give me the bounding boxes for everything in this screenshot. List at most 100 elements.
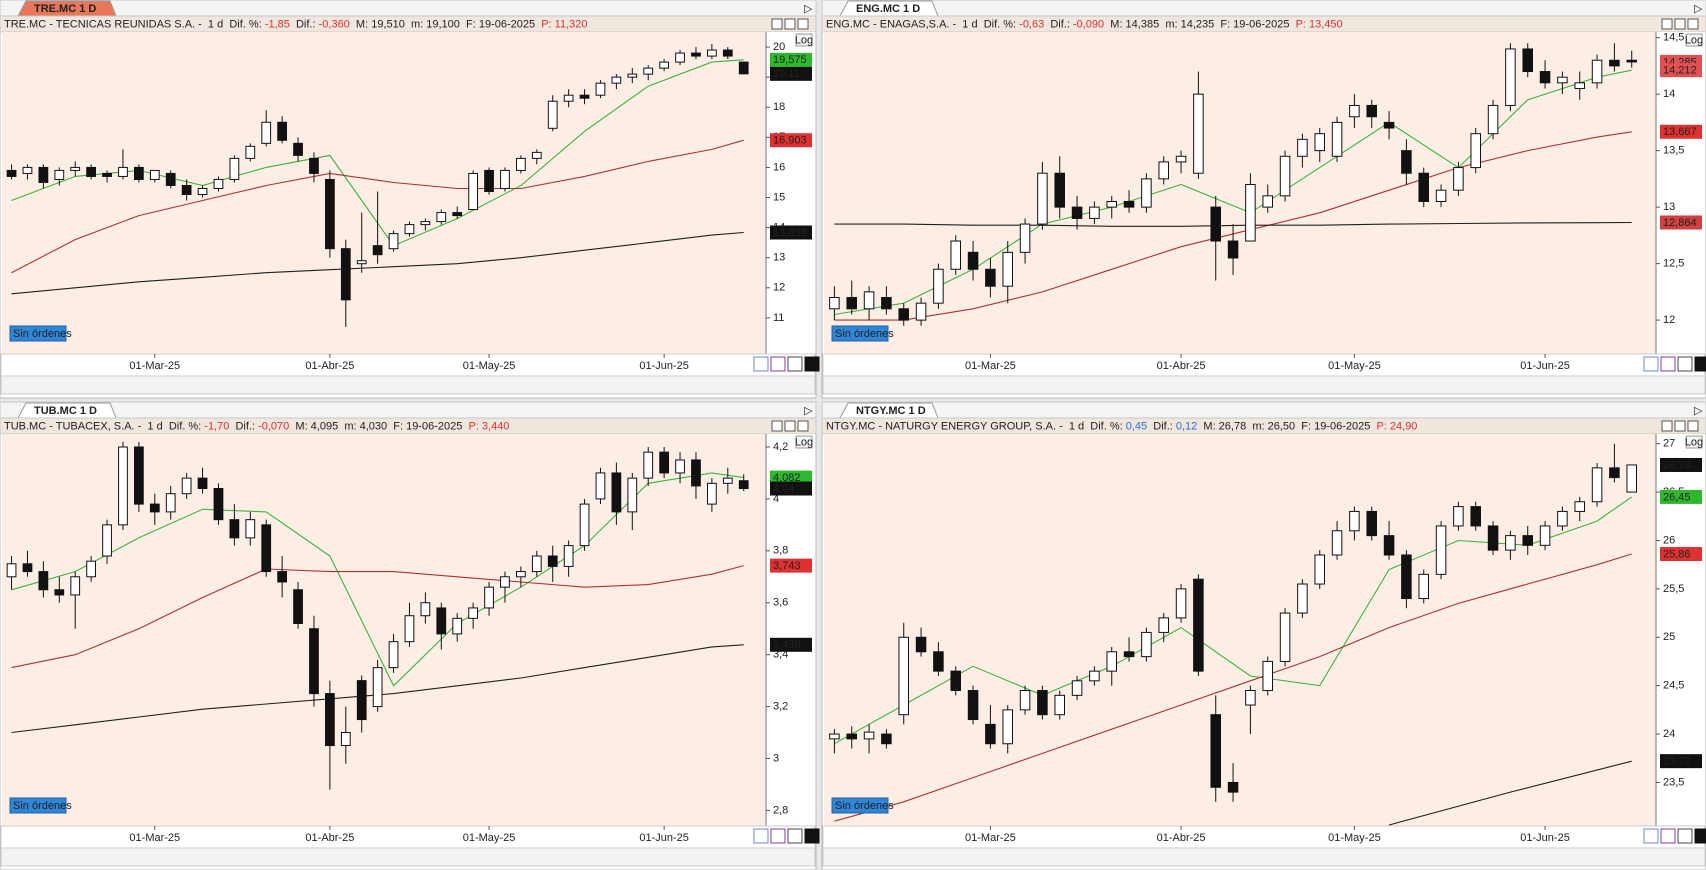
window-button[interactable] <box>784 18 796 30</box>
header-part: TRE.MC - TECNICAS REUNIDAS S.A. - 1 d Di… <box>4 18 265 30</box>
window-button[interactable] <box>1674 420 1686 432</box>
candle-body <box>70 166 81 171</box>
candle-body <box>1089 206 1100 219</box>
header: ENG.MC - ENAGAS,S.A. - 1 d Dif. %: -0,63… <box>826 18 1343 30</box>
candle-body <box>563 545 574 567</box>
candle-body <box>1487 525 1499 551</box>
candle-body <box>245 519 256 539</box>
log-button[interactable] <box>1685 435 1703 449</box>
plot-area <box>824 434 1656 826</box>
candle-body <box>1557 76 1568 84</box>
tab-bar <box>0 0 817 17</box>
orders-label: Sin órdenes <box>13 800 72 812</box>
price-tag <box>770 481 812 496</box>
candle-body <box>1591 467 1603 503</box>
candle-body <box>846 733 858 740</box>
tool-button[interactable] <box>1643 356 1659 372</box>
tool-button[interactable] <box>804 828 820 844</box>
candle-body <box>1366 104 1378 118</box>
candle-body <box>675 52 685 63</box>
candle-body <box>1054 694 1066 716</box>
header-part: Dif.: <box>229 420 258 432</box>
tool-button[interactable] <box>1660 356 1676 372</box>
candle-body <box>881 733 892 745</box>
tool-button[interactable] <box>1694 828 1706 844</box>
tool-button[interactable] <box>1660 828 1676 844</box>
candle-body <box>388 641 399 669</box>
orders-badge[interactable] <box>9 325 67 342</box>
tool-button[interactable] <box>770 356 786 372</box>
candle-body <box>102 524 112 557</box>
candle-body <box>1141 631 1152 658</box>
orders-badge[interactable] <box>831 325 889 342</box>
candle-body <box>863 291 875 310</box>
header-part: P: 24,90 <box>1376 420 1417 432</box>
candle-body <box>1297 138 1308 157</box>
log-button[interactable] <box>1685 33 1703 47</box>
candle-body <box>134 446 144 505</box>
candle-body <box>846 297 858 310</box>
window-button[interactable] <box>1661 18 1673 30</box>
candle-body <box>707 49 717 57</box>
tool-button[interactable] <box>1643 828 1659 844</box>
y-tick-label: 16 <box>773 161 785 173</box>
candle-body <box>197 187 208 196</box>
log-label: Log <box>795 34 813 46</box>
x-tick-label: 01-May-25 <box>1328 360 1381 372</box>
log-button[interactable] <box>795 435 813 449</box>
candle-body <box>436 212 447 223</box>
y-tick-label: 3 <box>773 752 779 764</box>
orders-badge[interactable] <box>9 797 67 814</box>
candle-body <box>1435 525 1447 575</box>
window-button[interactable] <box>1674 18 1686 30</box>
window-button[interactable] <box>1687 420 1699 432</box>
x-axis-strip <box>822 353 1706 377</box>
window-button[interactable] <box>1661 420 1673 432</box>
tool-button[interactable] <box>770 828 786 844</box>
y-tick-label: 14,5 <box>1663 32 1684 44</box>
candle-body <box>1453 167 1464 191</box>
candle-body <box>1470 506 1482 527</box>
candle-body <box>643 67 654 75</box>
tool-button[interactable] <box>804 356 820 372</box>
header-part: TUB.MC - TUBACEX, S.A. - 1 d Dif. %: <box>4 420 204 432</box>
candle-body <box>118 446 128 526</box>
candle-body <box>1210 714 1222 788</box>
window-button[interactable] <box>771 420 783 432</box>
log-button[interactable] <box>795 33 813 47</box>
price-tag-label: 19,11 <box>773 68 800 80</box>
candle-body <box>1609 59 1620 67</box>
tool-button[interactable] <box>1694 356 1706 372</box>
candle-body <box>531 555 542 573</box>
candle-body <box>1626 464 1638 493</box>
tool-button[interactable] <box>1677 356 1693 372</box>
tab-nav: ▷ <box>1694 405 1703 417</box>
tool-button[interactable] <box>1677 828 1693 844</box>
window-button[interactable] <box>771 18 783 30</box>
candle-body <box>1089 670 1100 682</box>
window-button[interactable] <box>797 18 809 30</box>
y-tick-label: 27 <box>1663 438 1675 450</box>
orders-badge[interactable] <box>831 797 889 814</box>
header-part: P: 13,450 <box>1296 18 1343 30</box>
moving-average <box>1388 760 1632 826</box>
candle-body <box>1262 660 1274 691</box>
tool-button[interactable] <box>787 356 803 372</box>
tool-button[interactable] <box>753 828 769 844</box>
candle-body <box>1366 510 1378 537</box>
candle-body <box>1314 554 1326 585</box>
tab-label: NTGY.MC 1 D <box>856 405 926 417</box>
moving-average <box>11 231 744 295</box>
window-button[interactable] <box>797 420 809 432</box>
candle-body <box>277 121 288 141</box>
tool-button[interactable] <box>787 828 803 844</box>
candle-body <box>1037 689 1048 716</box>
tool-button[interactable] <box>753 356 769 372</box>
candle-body <box>213 178 224 189</box>
header-part: ENG.MC - ENAGAS,S.A. - 1 d Dif. %: <box>826 18 1019 30</box>
window-button[interactable] <box>784 420 796 432</box>
y-tick-label: 13 <box>773 252 785 264</box>
price-tag <box>770 225 812 240</box>
header-part: M: 19,510 m: 19,100 F: 19-06-2025 <box>350 18 541 30</box>
window-button[interactable] <box>1687 18 1699 30</box>
